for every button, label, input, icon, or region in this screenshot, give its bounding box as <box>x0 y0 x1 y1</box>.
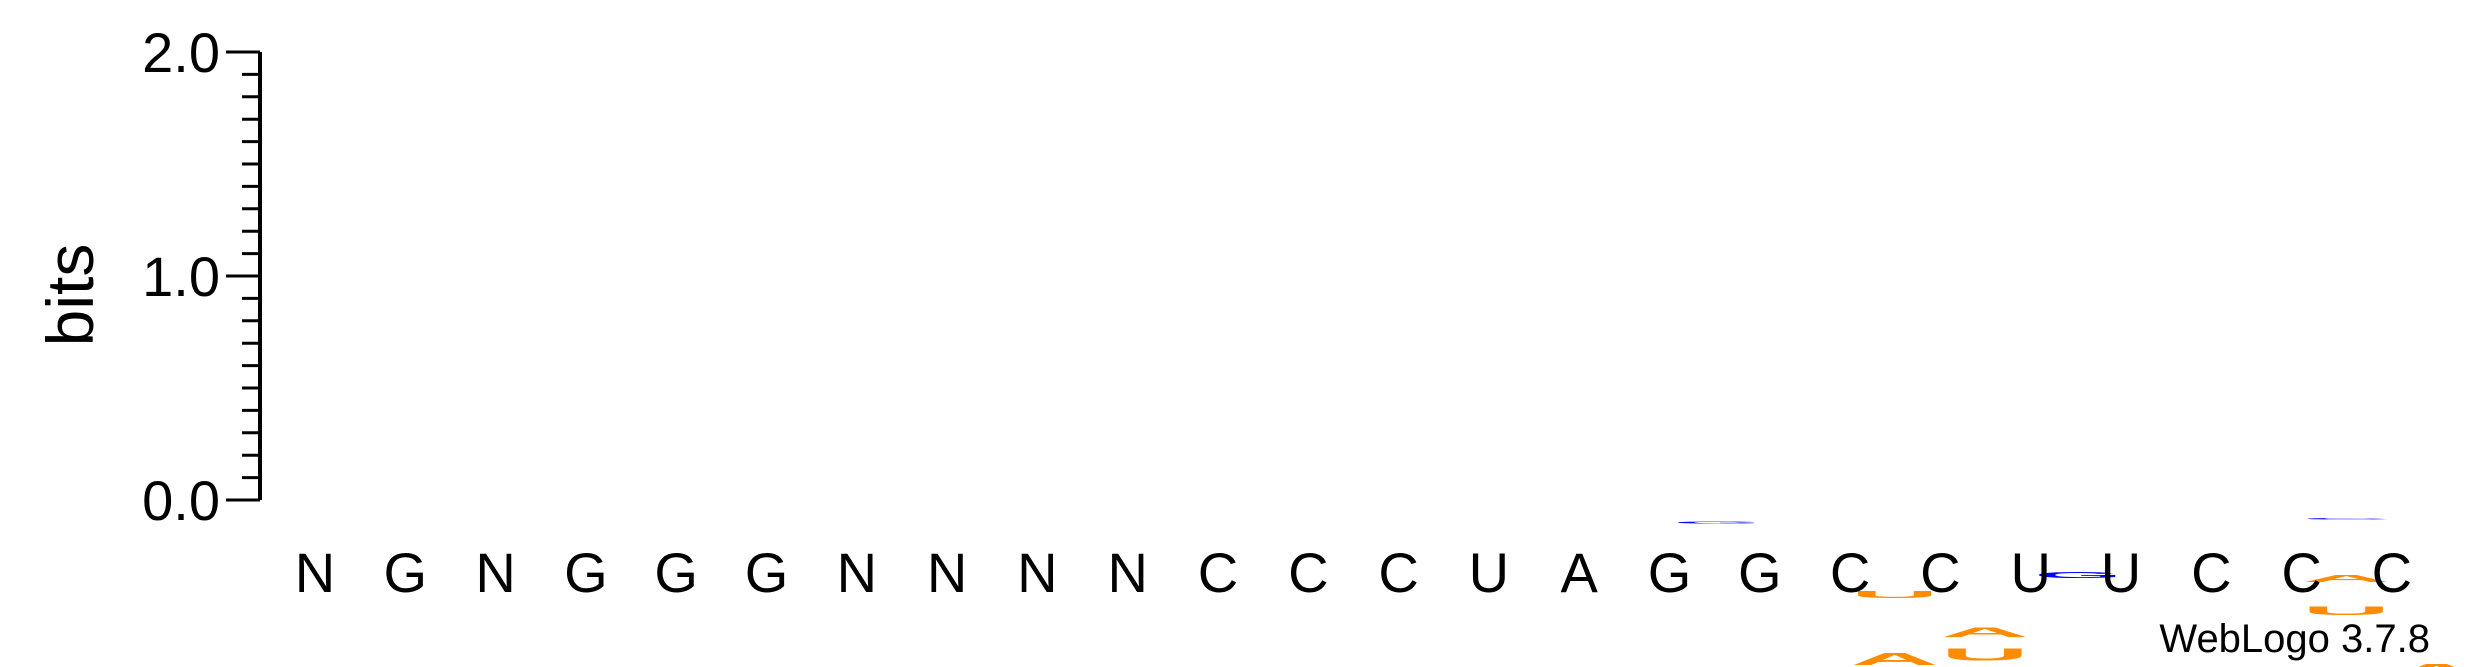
x-tick-label: U <box>2101 541 2141 604</box>
x-tick-label: G <box>1738 541 1782 604</box>
x-tick-label: C <box>2372 541 2412 604</box>
logo-glyph-g: G <box>1673 521 1761 524</box>
logo-glyphs: GUAGAUGGUACUAACUCAUCAUCAUCUACAUUCACAUCAU… <box>1673 518 2475 667</box>
x-tick-label: N <box>927 541 967 604</box>
x-tick-label: A <box>1561 541 1599 604</box>
x-tick-label: U <box>1469 541 1509 604</box>
x-tick-label: C <box>1288 541 1328 604</box>
x-tick-label: N <box>475 541 515 604</box>
x-tick-label: G <box>384 541 428 604</box>
y-axis: 0.0 1.0 2.0 <box>142 21 262 532</box>
logo-glyph-c: C <box>2302 518 2390 520</box>
logo-glyph-a: A <box>1851 649 1939 667</box>
y-axis-label: bits <box>33 244 107 347</box>
x-tick-label: C <box>2191 541 2231 604</box>
y-tick-label: 1.0 <box>142 245 220 308</box>
x-tick-label: C <box>1920 541 1960 604</box>
x-tick-label: C <box>1198 541 1238 604</box>
x-tick-label: N <box>295 541 335 604</box>
logo-glyph-u: U <box>1851 589 1939 600</box>
x-tick-label: G <box>654 541 698 604</box>
logo-glyph-a: A <box>2302 573 2390 584</box>
x-tick-label: N <box>837 541 877 604</box>
y-tick-label: 2.0 <box>142 21 220 84</box>
x-tick-label: N <box>1017 541 1057 604</box>
x-tick-label: G <box>745 541 789 604</box>
x-tick-label: G <box>564 541 608 604</box>
x-tick-label: G <box>1648 541 1692 604</box>
weblogo-credit: WebLogo 3.7.8 <box>2159 617 2430 661</box>
x-tick-label: C <box>1830 541 1870 604</box>
x-tick-label: N <box>1107 541 1147 604</box>
logo-glyph-a: A <box>1941 624 2029 640</box>
x-tick-label: C <box>2281 541 2321 604</box>
y-tick-label: 0.0 <box>142 469 220 532</box>
x-tick-label: C <box>1378 541 1418 604</box>
logo-glyph-u: U <box>2302 604 2390 617</box>
logo-glyph-a: A <box>2393 660 2475 667</box>
logo-glyph-g: G <box>2034 571 2122 580</box>
x-tick-label: U <box>2010 541 2050 604</box>
logo-glyph-u: U <box>1941 644 2029 664</box>
